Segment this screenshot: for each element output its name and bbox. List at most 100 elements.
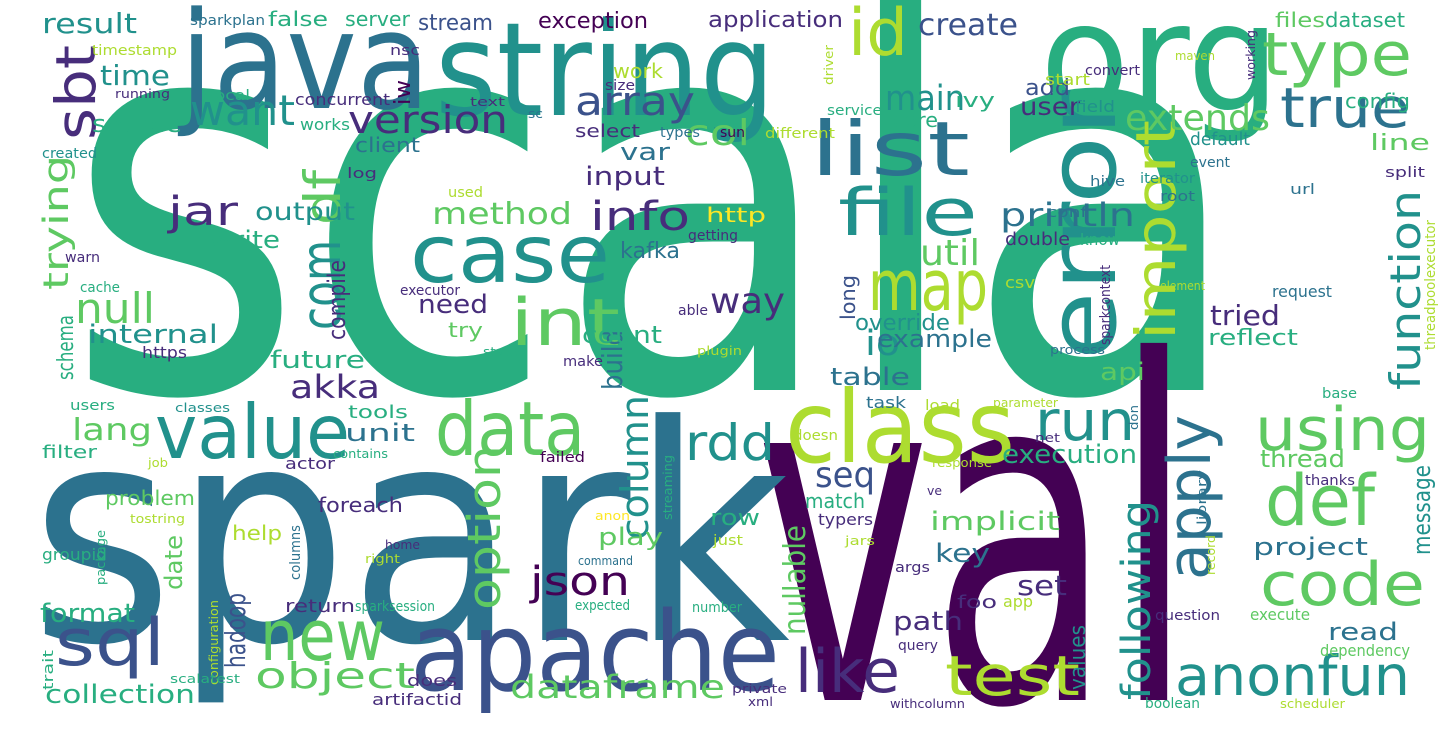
word: command bbox=[578, 554, 633, 568]
word: service bbox=[827, 103, 882, 119]
word: def bbox=[1265, 460, 1376, 542]
word: data bbox=[435, 385, 585, 473]
word: net bbox=[1035, 431, 1060, 445]
word: main bbox=[885, 79, 965, 119]
word: start bbox=[1045, 70, 1090, 89]
word: log bbox=[347, 166, 377, 182]
word: val bbox=[755, 264, 1195, 735]
word: project bbox=[1253, 533, 1368, 561]
word: spark bbox=[30, 362, 790, 711]
word: function bbox=[1381, 190, 1430, 390]
word: artifactid bbox=[372, 690, 462, 709]
word: set bbox=[1017, 569, 1067, 602]
word: base bbox=[1322, 386, 1357, 402]
word: actor bbox=[285, 454, 336, 473]
word: tools bbox=[348, 402, 408, 423]
word: int bbox=[510, 286, 620, 361]
word: sun bbox=[720, 125, 745, 141]
word: users bbox=[70, 398, 115, 414]
word: response bbox=[932, 456, 992, 470]
word: extends bbox=[1125, 98, 1270, 139]
word: state bbox=[483, 345, 518, 359]
word: executor bbox=[400, 283, 460, 299]
word: sbt bbox=[44, 45, 108, 140]
word: private bbox=[732, 682, 787, 696]
word: implicit bbox=[930, 507, 1060, 537]
word: anon bbox=[595, 509, 630, 523]
word: like bbox=[795, 637, 900, 707]
word: foreach bbox=[318, 493, 403, 517]
word: internal bbox=[88, 320, 218, 350]
word: split bbox=[1385, 165, 1426, 181]
word: hive bbox=[1090, 174, 1125, 190]
word: home bbox=[385, 538, 420, 552]
word: work bbox=[613, 59, 663, 83]
word: query bbox=[898, 638, 938, 654]
word: works bbox=[300, 115, 350, 134]
word: core bbox=[893, 108, 938, 132]
word: field bbox=[1075, 97, 1115, 116]
word: line bbox=[1370, 131, 1430, 156]
word: question bbox=[1155, 608, 1220, 624]
word: example bbox=[877, 325, 992, 353]
word: size bbox=[605, 78, 635, 94]
word: driver bbox=[822, 45, 836, 85]
word: map bbox=[868, 245, 988, 327]
word: getting bbox=[688, 228, 738, 244]
word: thanks bbox=[1305, 473, 1355, 489]
word: rdd bbox=[685, 414, 775, 472]
word: values bbox=[1066, 625, 1091, 690]
word: streaming bbox=[661, 455, 675, 520]
word: classes bbox=[175, 401, 230, 415]
word: json bbox=[529, 559, 630, 605]
word: dataframe bbox=[510, 668, 725, 706]
word: app bbox=[1003, 592, 1033, 611]
word: column bbox=[613, 395, 657, 540]
word: expected bbox=[575, 598, 630, 614]
word: scalatest bbox=[170, 672, 240, 686]
word: nullable bbox=[778, 525, 813, 635]
word: date bbox=[160, 535, 188, 590]
word: seq bbox=[815, 455, 875, 496]
word: override bbox=[855, 311, 950, 336]
word: url bbox=[1290, 182, 1315, 198]
word: col bbox=[685, 113, 750, 154]
word: want bbox=[190, 86, 295, 135]
word: apache bbox=[410, 588, 780, 716]
word: just bbox=[712, 533, 744, 549]
word: concurrent bbox=[295, 90, 390, 109]
word: columns bbox=[288, 525, 304, 580]
word: test bbox=[945, 644, 1080, 708]
word: hadoop bbox=[219, 593, 252, 668]
word: know bbox=[1080, 230, 1120, 249]
word: thread bbox=[1260, 445, 1345, 473]
word: client bbox=[355, 133, 420, 157]
word: time bbox=[100, 59, 170, 92]
word: using bbox=[1255, 395, 1430, 465]
word: string bbox=[435, 0, 775, 146]
word: try bbox=[448, 318, 483, 342]
word: select bbox=[575, 121, 640, 142]
word: df bbox=[294, 168, 352, 225]
word: filter bbox=[42, 442, 98, 463]
word: read bbox=[1328, 618, 1398, 646]
word: id bbox=[848, 0, 908, 71]
word: use bbox=[530, 505, 574, 580]
word: typers bbox=[818, 510, 873, 529]
word: value bbox=[155, 388, 350, 476]
word: foo bbox=[957, 592, 997, 613]
word: table bbox=[830, 363, 910, 391]
word: message bbox=[1408, 465, 1436, 555]
word: com bbox=[289, 240, 353, 330]
word: import bbox=[1124, 120, 1188, 340]
word: method bbox=[432, 197, 572, 232]
word: println bbox=[1000, 196, 1135, 234]
word: timestamp bbox=[92, 43, 177, 59]
word: ve bbox=[927, 484, 942, 498]
word: boolean bbox=[1145, 696, 1200, 712]
word: server bbox=[345, 7, 411, 31]
word: api bbox=[1100, 358, 1145, 386]
word: convert bbox=[1085, 63, 1141, 79]
word: type bbox=[1262, 20, 1412, 90]
word: option bbox=[458, 445, 511, 610]
